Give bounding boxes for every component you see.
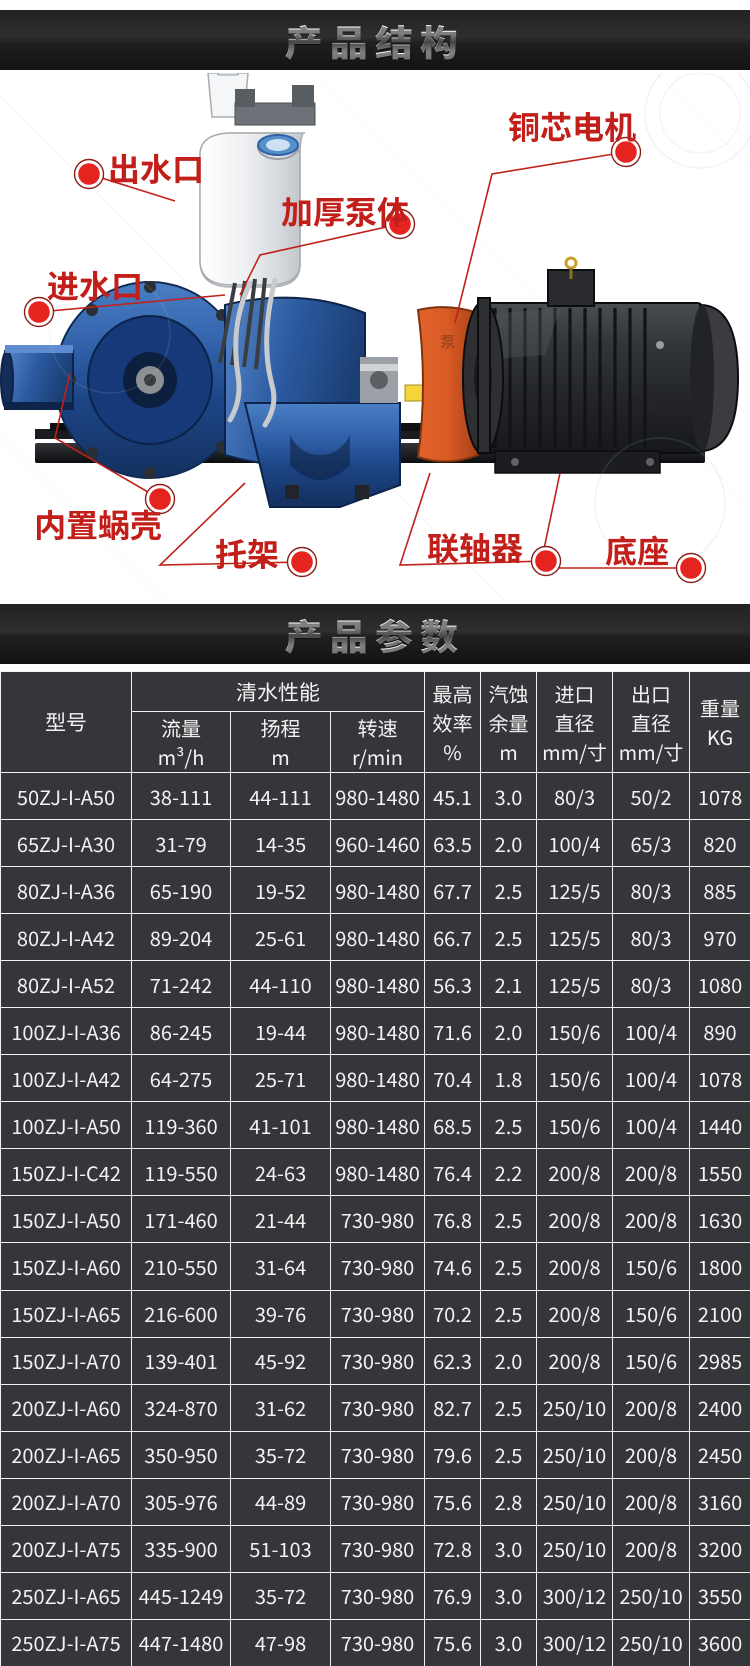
- svg-text:出水口: 出水口: [108, 145, 204, 191]
- svg-text:联轴器: 联轴器: [427, 524, 523, 570]
- svg-text:托架: 托架: [215, 530, 279, 576]
- svg-text:内置蜗壳: 内置蜗壳: [34, 501, 162, 547]
- svg-text:底座: 底座: [605, 527, 669, 573]
- svg-text:铜芯电机: 铜芯电机: [508, 103, 636, 149]
- svg-text:进水口: 进水口: [47, 262, 143, 308]
- svg-text:加厚泵体: 加厚泵体: [281, 188, 409, 234]
